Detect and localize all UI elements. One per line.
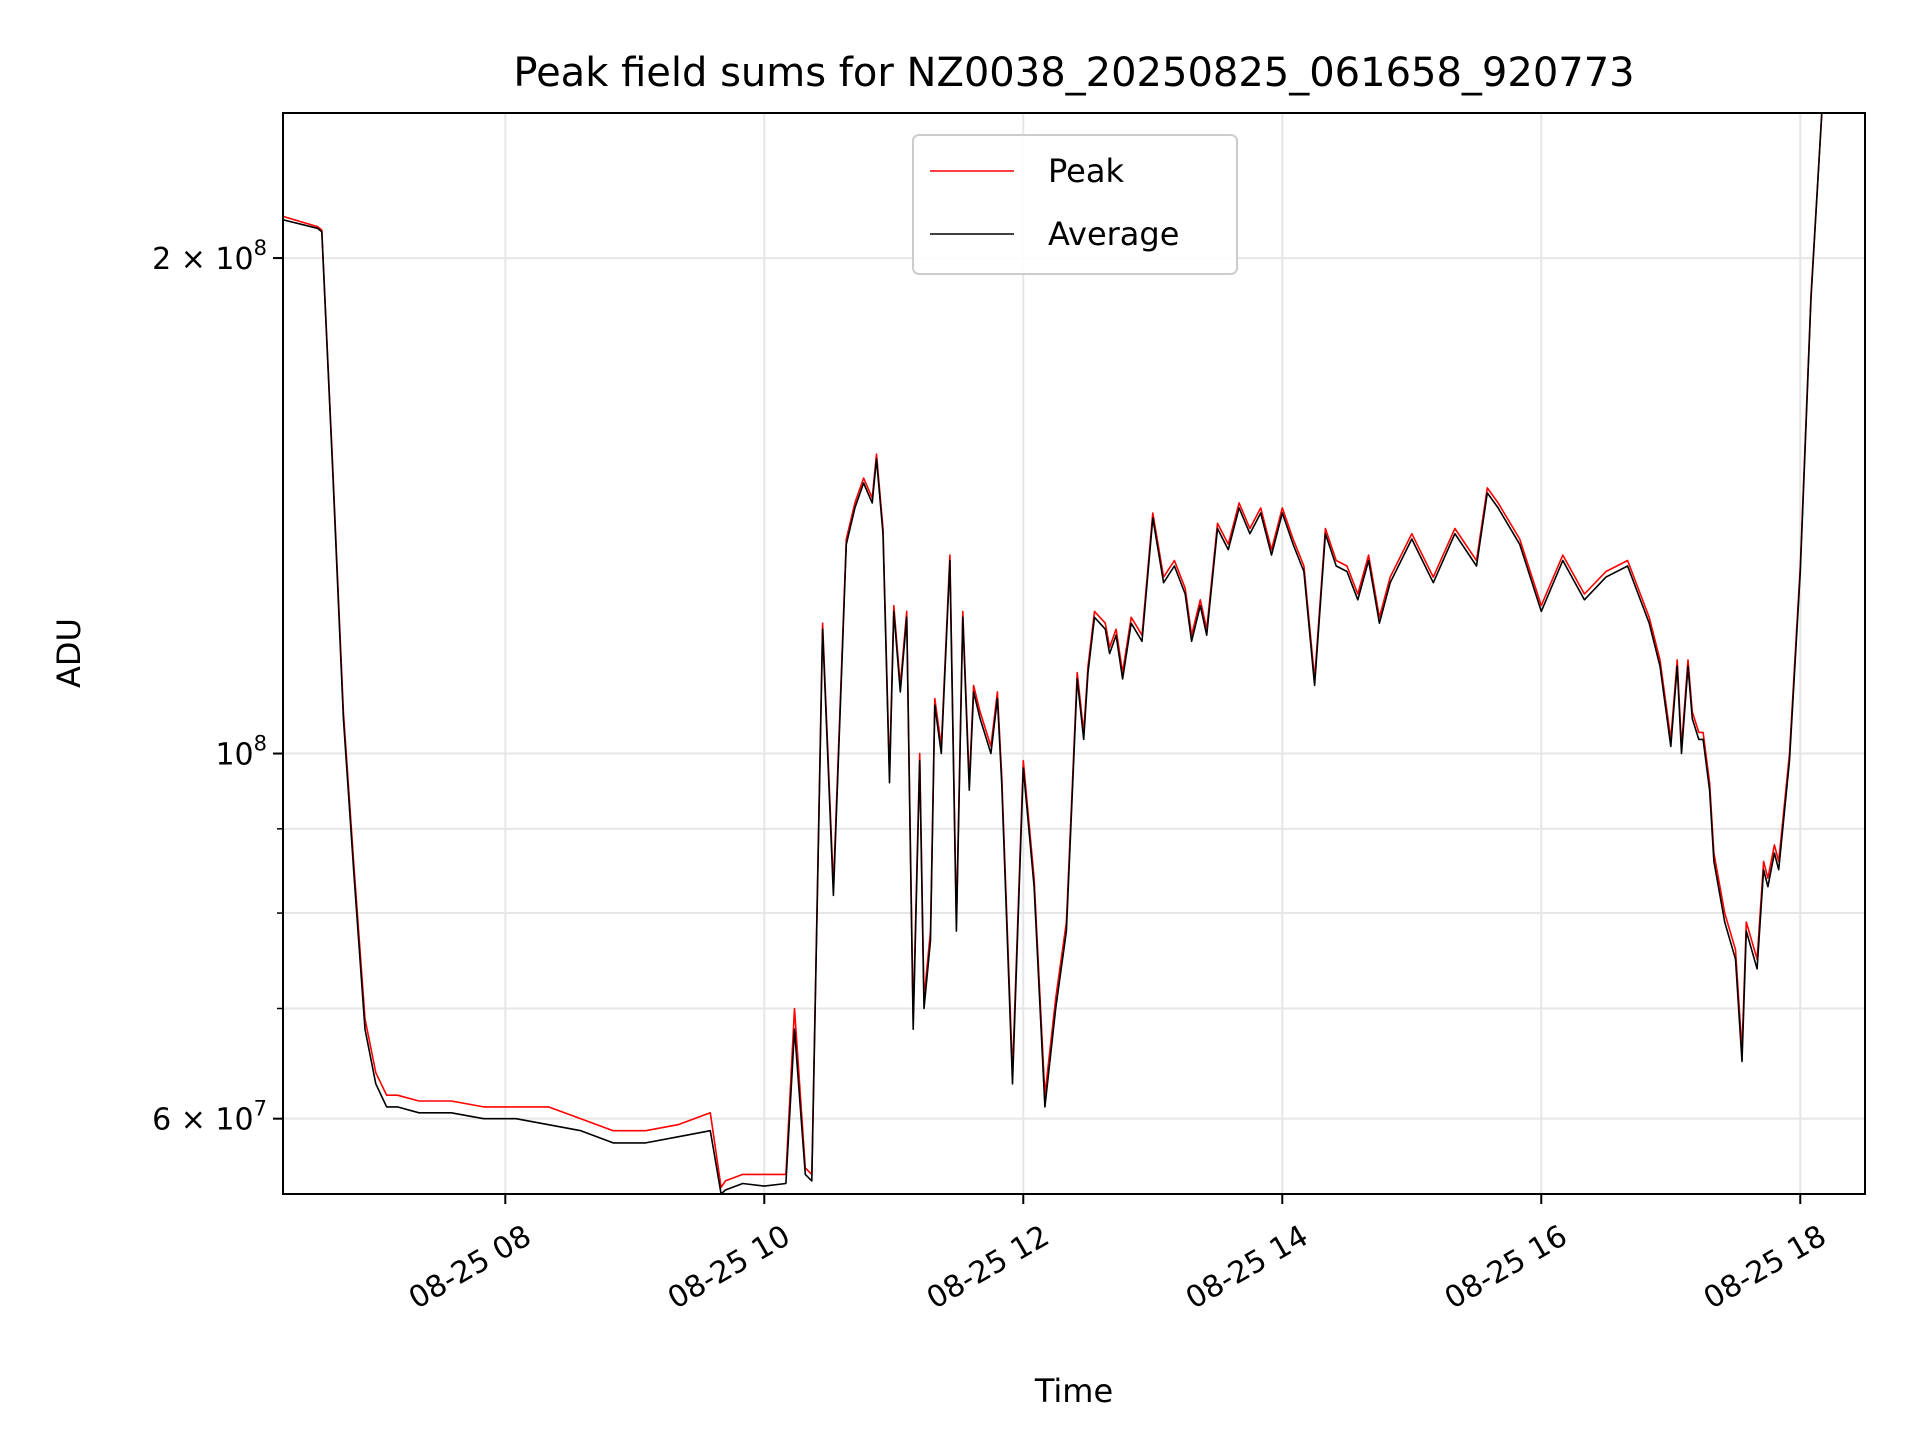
grid-lines	[283, 113, 1865, 1194]
series-line-average	[283, 113, 1844, 1194]
series-group	[283, 113, 1844, 1194]
x-axis-title: Time	[1034, 1372, 1113, 1410]
y-tick-label: 6 × 107	[152, 1097, 267, 1138]
y-axis-title: ADU	[50, 618, 88, 688]
y-tick-label: 108	[215, 732, 267, 773]
legend: Peak Average	[912, 134, 1238, 275]
chart-title: Peak field sums for NZ0038_20250825_0616…	[513, 50, 1634, 96]
y-axis: 6 × 107 108 2 × 108	[152, 236, 283, 1138]
y-tick-label: 2 × 108	[152, 236, 267, 277]
plot-frame	[282, 112, 1866, 1195]
legend-label-average: Average	[1048, 215, 1179, 253]
legend-box	[912, 134, 1238, 275]
legend-label-peak: Peak	[1048, 152, 1124, 190]
